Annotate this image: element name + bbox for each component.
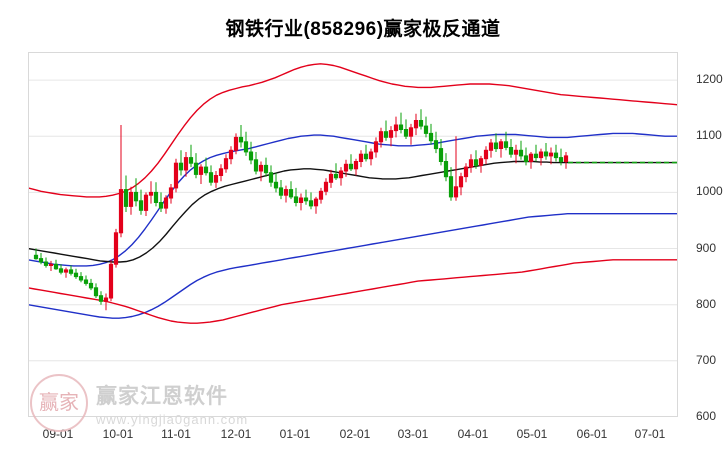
y-tick-label: 1100 — [696, 128, 722, 143]
x-tick-label: 12-01 — [220, 427, 252, 441]
x-tick-label: 07-01 — [634, 427, 666, 441]
x-tick-label: 01-01 — [279, 427, 311, 441]
candlestick-series — [33, 109, 569, 311]
x-tick-label: 11-01 — [161, 427, 191, 441]
x-tick-label: 10-01 — [102, 427, 134, 441]
y-tick-label: 1000 — [696, 184, 723, 199]
y-tick-label: 1200 — [696, 72, 723, 87]
plot-area — [28, 52, 678, 417]
page-title: 钢铁行业(858296)赢家极反通道 — [225, 19, 501, 40]
x-tick-label: 05-01 — [516, 427, 548, 441]
x-tick-label: 02-01 — [339, 427, 371, 441]
x-tick-label: 03-01 — [397, 427, 429, 441]
chart-svg — [28, 52, 678, 417]
x-tick-label: 09-01 — [42, 427, 74, 441]
gridlines — [28, 79, 678, 417]
plot-border — [28, 52, 678, 417]
y-tick-label: 600 — [696, 409, 717, 423]
y-tick-label: 700 — [696, 352, 717, 367]
x-tick-label: 04-01 — [457, 427, 489, 441]
y-tick-label: 900 — [696, 240, 717, 255]
y-tick-label: 800 — [696, 296, 717, 311]
x-tick-label: 06-01 — [576, 427, 608, 441]
